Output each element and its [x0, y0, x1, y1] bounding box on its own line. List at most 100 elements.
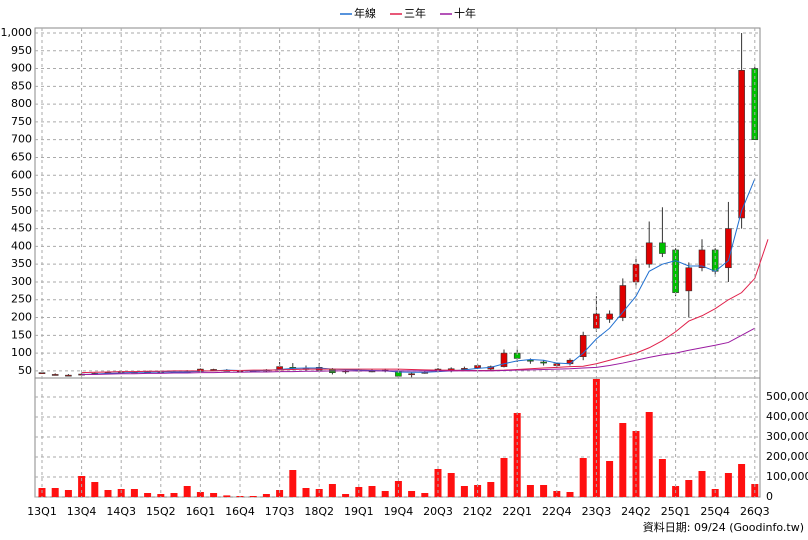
volume-bar [698, 471, 706, 497]
x-tick-label: 20Q3 [423, 505, 453, 518]
ma-line [81, 239, 769, 374]
y-tick-label: 700 [11, 133, 32, 146]
candle-body [540, 361, 547, 364]
y2-tick-label: 400,000 [766, 410, 808, 423]
candle-body [527, 359, 534, 362]
volume-bar [170, 493, 178, 497]
candle-body [751, 68, 759, 140]
y-tick-label: 200 [11, 311, 32, 324]
candle-body [51, 374, 59, 376]
x-tick-label: 17Q3 [265, 505, 295, 518]
volume-bar [434, 469, 442, 497]
x-tick-label: 18Q2 [304, 505, 334, 518]
volume-bar [738, 464, 746, 497]
volume-bar [619, 423, 627, 497]
volume-bar [104, 490, 112, 497]
volume-bar [658, 459, 666, 497]
volume-bar [144, 493, 152, 497]
x-tick-label: 26Q3 [740, 505, 770, 518]
volume-bar [500, 458, 508, 497]
y-tick-label: 950 [11, 44, 32, 57]
x-tick-label: 22Q4 [542, 505, 572, 518]
y2-tick-label: 500,000 [766, 390, 808, 403]
volume-bar [685, 480, 693, 497]
volume-bar [51, 488, 59, 497]
x-tick-label: 22Q1 [502, 505, 532, 518]
volume-bar [632, 431, 640, 497]
legend-label: 三年 [404, 6, 426, 20]
ma-line [81, 178, 756, 375]
volume-bar [262, 494, 270, 497]
volume-bar [289, 470, 297, 497]
x-tick-label: 21Q2 [463, 505, 493, 518]
candle-body [619, 285, 627, 318]
y-tick-label: 800 [11, 97, 32, 110]
volume-bar [249, 496, 257, 497]
x-tick-label: 13Q4 [67, 505, 97, 518]
volume-bar [487, 482, 495, 497]
candle-body [65, 374, 72, 377]
y-tick-label: 350 [11, 257, 32, 270]
volume-bar [381, 491, 389, 497]
y-tick-label: 250 [11, 293, 32, 306]
volume-bar [276, 490, 284, 497]
candle-body [685, 267, 693, 292]
candle-body [659, 242, 666, 254]
candle-body [738, 70, 745, 219]
volume-bar [526, 485, 534, 497]
x-tick-label: 25Q1 [661, 505, 691, 518]
x-tick-label: 13Q1 [27, 505, 57, 518]
volume-bar [223, 495, 231, 497]
y2-tick-label: 200,000 [766, 450, 808, 463]
volume-bar [342, 494, 350, 497]
x-tick-label: 24Q2 [621, 505, 651, 518]
legend-label: 年線 [354, 6, 376, 20]
candle-body [645, 242, 653, 265]
y-tick-label: 550 [11, 186, 32, 199]
candle-body [500, 352, 508, 367]
y-tick-label: 500 [11, 204, 32, 217]
y-tick-label: 450 [11, 222, 32, 235]
volume-bar [302, 488, 310, 497]
candle-body [579, 335, 587, 357]
y-tick-label: 50 [18, 364, 32, 377]
volume-bar [408, 491, 416, 497]
volume-bar [460, 486, 468, 497]
volume-bar [368, 486, 376, 497]
volume-bar [157, 494, 165, 497]
x-tick-label: 19Q4 [384, 505, 414, 518]
volume-bar [579, 458, 587, 497]
volume-bar [540, 485, 548, 497]
y2-tick-label: 0 [766, 490, 773, 503]
volume-bar [64, 490, 72, 497]
plot-frame [34, 27, 761, 498]
y-tick-label: 650 [11, 150, 32, 163]
volume-bar [447, 473, 455, 497]
x-tick-label: 16Q4 [225, 505, 255, 518]
volume-bar [394, 481, 402, 497]
x-tick-label: 25Q4 [700, 505, 730, 518]
volume-bar [328, 484, 336, 497]
y-tick-label: 850 [11, 79, 32, 92]
volume-bar [606, 461, 614, 497]
volume-bar [91, 482, 99, 497]
y-tick-label: 750 [11, 115, 32, 128]
x-tick-label: 23Q3 [582, 505, 612, 518]
x-tick-label: 19Q1 [344, 505, 374, 518]
volume-bar [645, 412, 653, 497]
volume-bar [130, 489, 138, 497]
ma-line [81, 327, 756, 375]
y2-tick-label: 100,000 [766, 470, 808, 483]
x-tick-label: 14Q3 [106, 505, 136, 518]
volume-bar [724, 473, 732, 497]
candle-body [408, 373, 415, 376]
x-tick-label: 15Q2 [146, 505, 176, 518]
volume-bar [196, 492, 204, 497]
volume-bar [183, 486, 191, 497]
legend-label: 十年 [454, 6, 476, 20]
x-tick-label: 16Q1 [186, 505, 216, 518]
volume-bar [566, 492, 574, 497]
candle-body [632, 263, 640, 283]
y2-tick-label: 300,000 [766, 430, 808, 443]
